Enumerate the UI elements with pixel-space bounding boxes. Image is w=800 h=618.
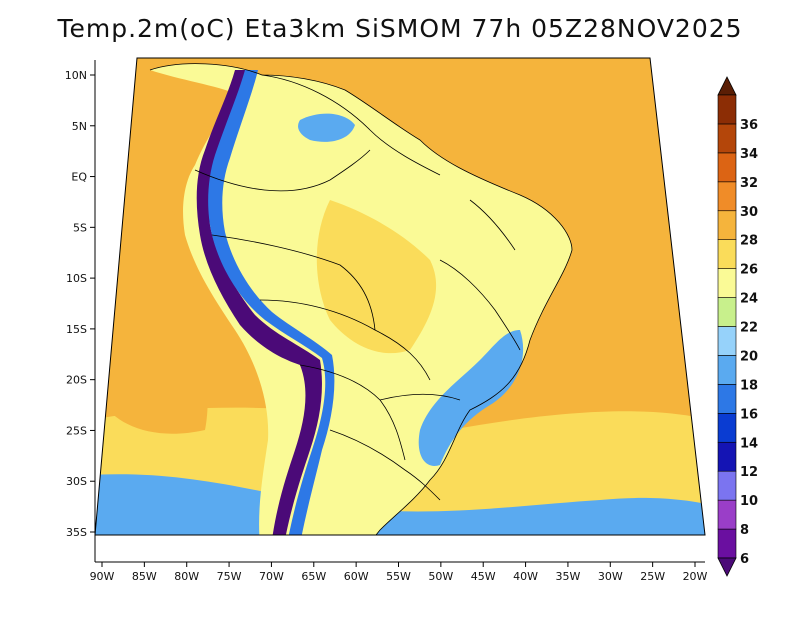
lon-tick-label: 40W — [513, 570, 538, 583]
colorbar-segment — [717, 152, 737, 183]
colorbar-label: 14 — [740, 436, 758, 451]
lon-tick-label: 85W — [132, 570, 157, 583]
colorbar-under-triangle — [717, 557, 737, 577]
lat-tick-label: 25S — [66, 424, 87, 437]
lon-tick-label: 20W — [683, 570, 708, 583]
lon-tick-label: 75W — [217, 570, 242, 583]
colorbar-label: 34 — [740, 147, 758, 162]
colorbar-label: 6 — [740, 552, 749, 567]
colorbar-segment — [717, 326, 737, 356]
lon-tick-label: 60W — [344, 570, 369, 583]
lat-tick-label: 5N — [72, 120, 87, 133]
colorbar-label: 10 — [740, 494, 758, 509]
colorbar-segment — [717, 384, 737, 414]
lon-tick-label: 80W — [174, 570, 199, 583]
lat-tick-label: 10S — [66, 272, 87, 285]
colorbar-segment — [717, 413, 737, 443]
southeast-highlands-cool-zone — [418, 330, 524, 466]
colorbar: 6 8 10 12 14 16 18 20 22 24 26 28 30 32 34 36 — [717, 76, 758, 577]
lat-tick-label: 30S — [66, 475, 87, 488]
map-title: Temp.2m(oC) Eta3km SiSMOM 77h 05Z28NOV20… — [57, 14, 743, 43]
lon-tick-label: 50W — [428, 570, 453, 583]
colorbar-segment — [717, 268, 737, 298]
lon-tick-label: 30W — [598, 570, 623, 583]
latitude-axis: 10N 5N EQ 5S 10S 15S 20S 25S 30S 35S — [65, 69, 95, 539]
lon-tick-label: 70W — [259, 570, 284, 583]
colorbar-label: 28 — [740, 234, 758, 249]
pacific-warm-zone — [100, 189, 208, 434]
colorbar-label: 12 — [740, 465, 758, 480]
colorbar-label: 32 — [740, 176, 758, 191]
colorbar-label: 16 — [740, 407, 758, 422]
colorbar-label: 18 — [740, 378, 758, 393]
lat-tick-label: 15S — [66, 323, 87, 336]
colorbar-segment — [717, 499, 737, 530]
lat-tick-label: 20S — [66, 374, 87, 387]
andes-edge-zone — [208, 70, 335, 535]
colorbar-label: 8 — [740, 523, 749, 538]
lon-tick-label: 55W — [386, 570, 411, 583]
colorbar-segment — [717, 297, 737, 327]
colorbar-segment — [717, 528, 737, 559]
colorbar-label: 36 — [740, 118, 758, 133]
lat-tick-label: 35S — [66, 526, 87, 539]
temperature-field — [95, 58, 705, 535]
ocean-cool-band — [95, 474, 705, 535]
colorbar-segment — [717, 470, 737, 501]
colorbar-label: 22 — [740, 321, 758, 336]
lon-tick-label: 45W — [471, 570, 496, 583]
lon-tick-label: 35W — [555, 570, 580, 583]
political-borders — [149, 63, 573, 535]
colorbar-label: 26 — [740, 263, 758, 278]
colorbar-segment — [717, 441, 737, 472]
colorbar-label: 30 — [740, 205, 758, 220]
lat-tick-label: 5S — [73, 221, 87, 234]
colorbar-segment — [717, 181, 737, 212]
lon-tick-label: 25W — [640, 570, 665, 583]
map-frame — [94, 57, 706, 536]
colorbar-over-triangle — [717, 76, 737, 96]
lat-tick-label: 10N — [65, 69, 87, 82]
colorbar-label: 24 — [740, 292, 758, 307]
lon-tick-label: 90W — [90, 570, 115, 583]
colorbar-segment — [717, 94, 737, 125]
colorbar-segment — [717, 210, 737, 240]
lon-tick-label: 65W — [301, 570, 326, 583]
guiana-highlands-cool-zone — [298, 113, 355, 142]
colorbar-label: 20 — [740, 349, 758, 364]
colorbar-segment — [717, 355, 737, 385]
lat-tick-label: EQ — [71, 171, 87, 184]
longitude-axis: 90W 85W 80W 75W 70W 65W 60W 55W 50W 45W 40W 35W 30W 2… — [90, 562, 708, 583]
colorbar-segment — [717, 239, 737, 269]
colorbar-segment — [717, 123, 737, 154]
interior-warm-zone — [316, 200, 437, 354]
